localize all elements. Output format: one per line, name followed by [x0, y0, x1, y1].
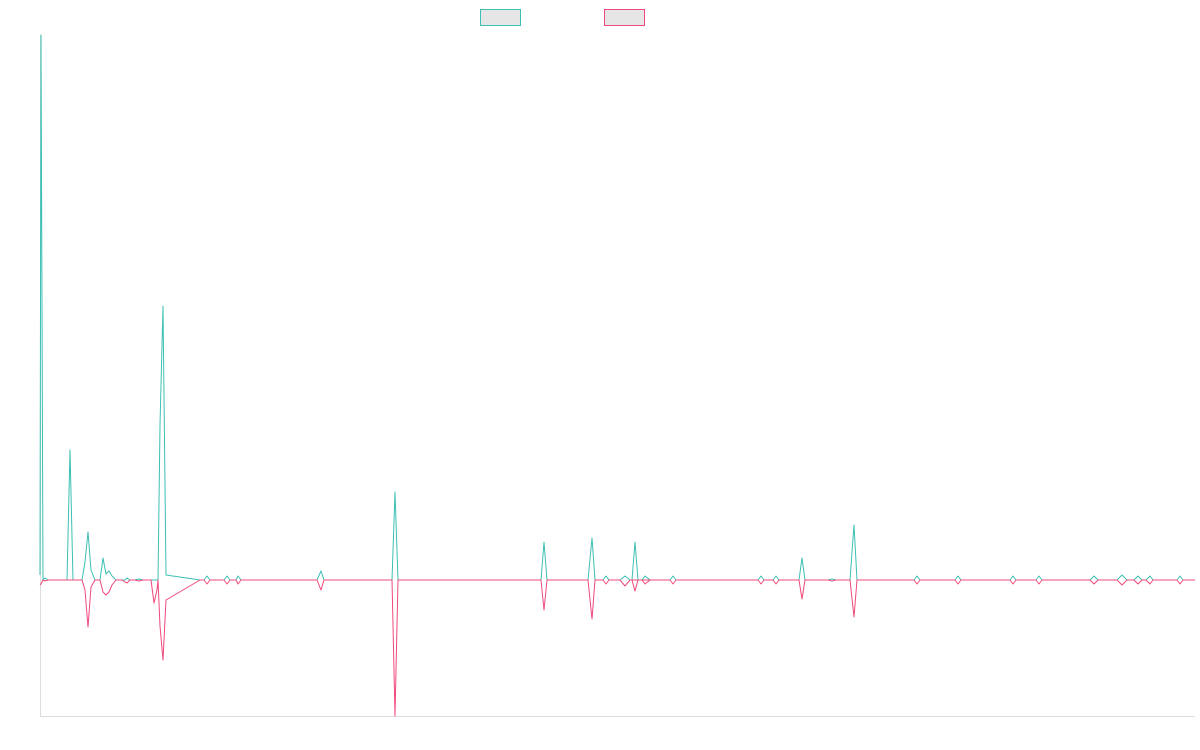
- legend[interactable]: [480, 9, 645, 26]
- plot-area: [39, 34, 1195, 717]
- legend-swatch-series-b[interactable]: [604, 9, 645, 26]
- series-line-a[interactable]: [39, 34, 1195, 581]
- legend-swatch-series-a[interactable]: [480, 9, 521, 26]
- series-line-b[interactable]: [39, 579, 1195, 717]
